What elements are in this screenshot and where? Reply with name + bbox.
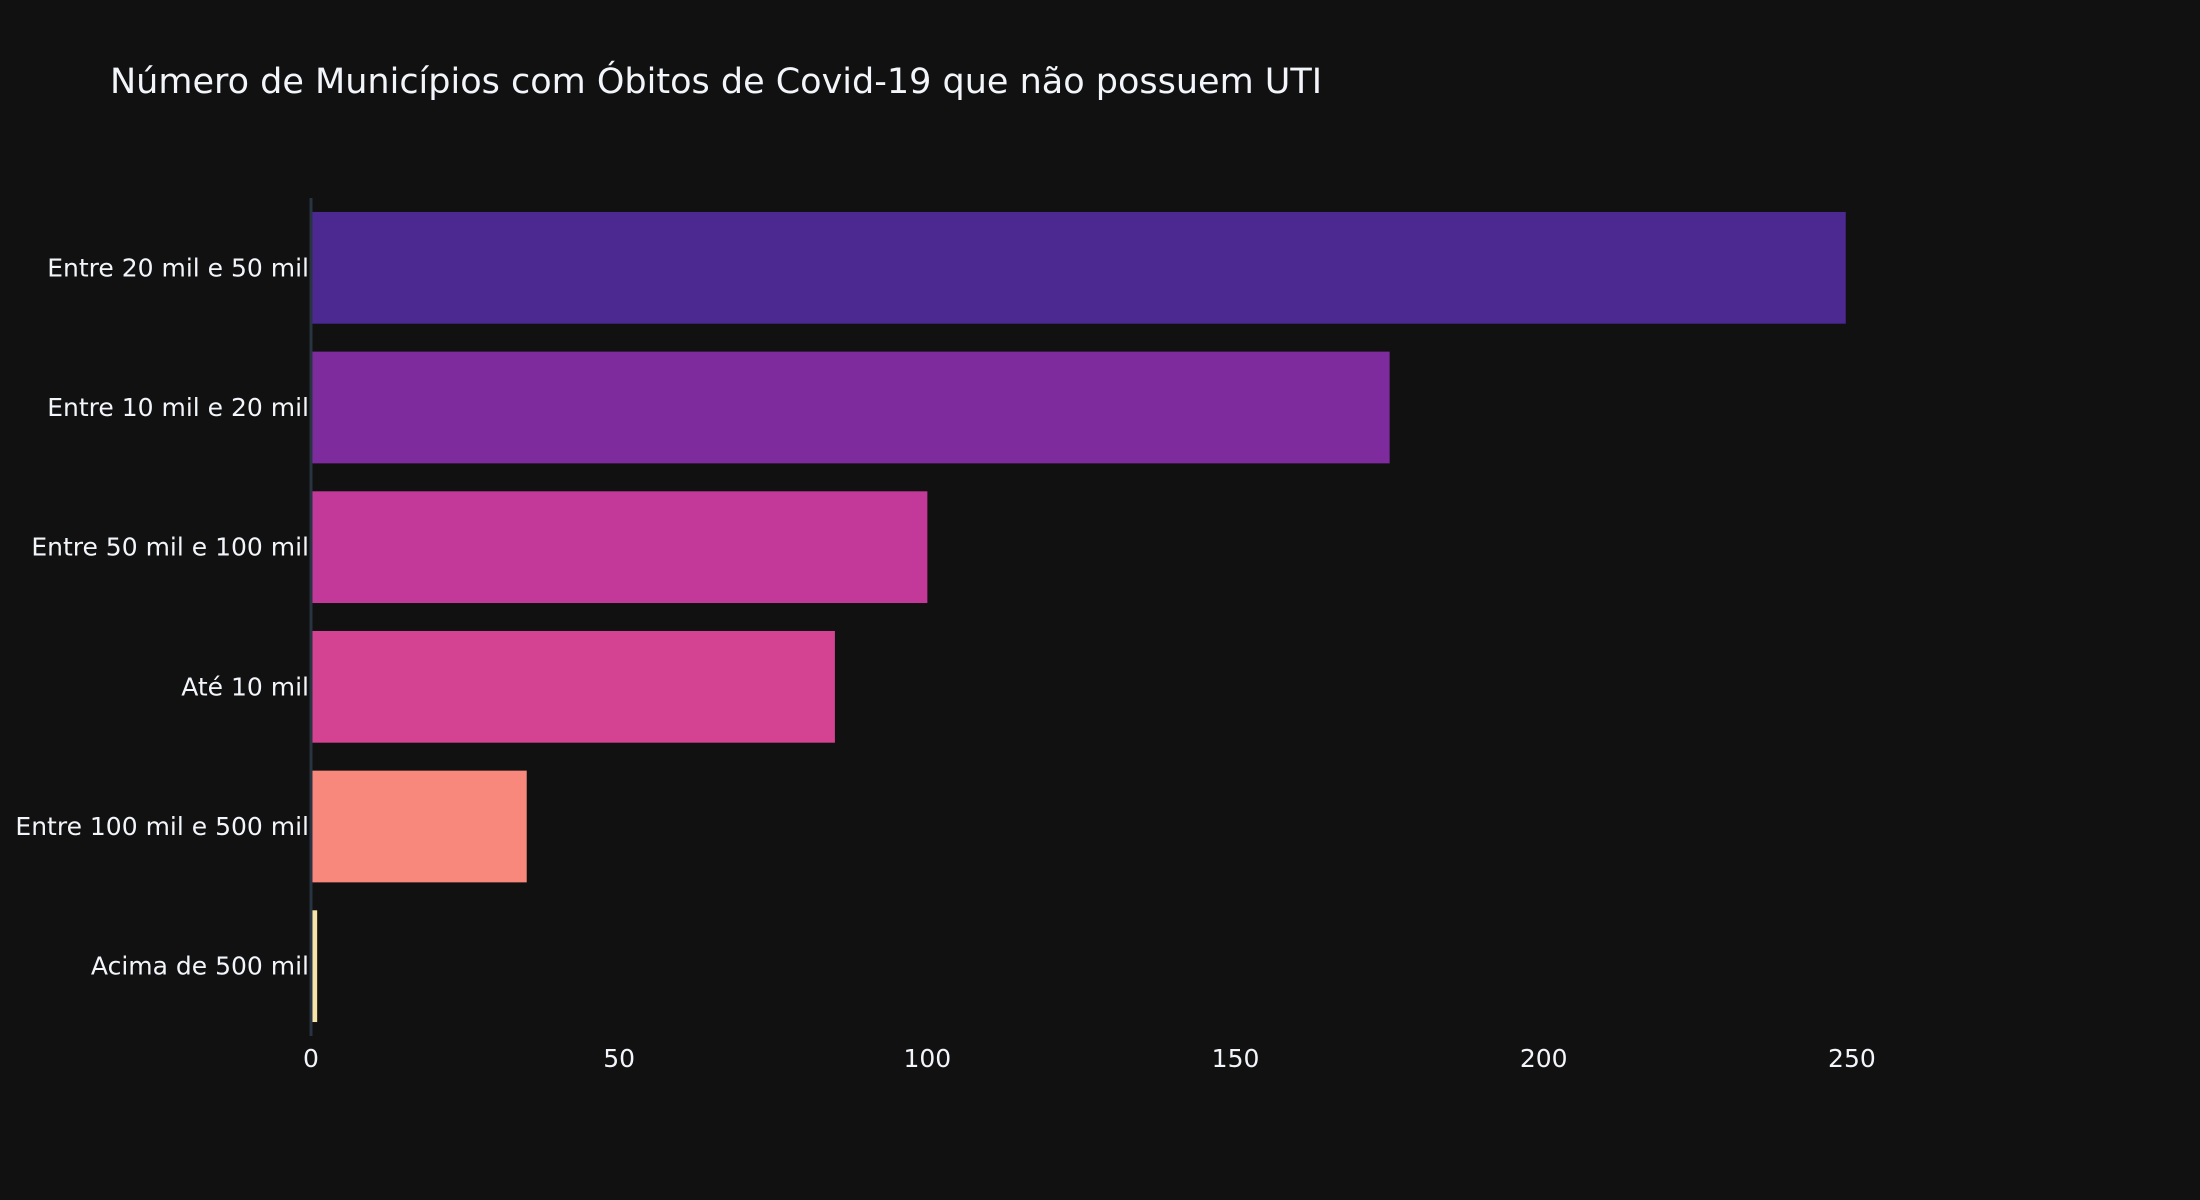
x-tick-label-5: 200 — [1520, 1044, 1568, 1073]
bar-5 — [311, 770, 527, 883]
x-tick-label-6: 250 — [1828, 1044, 1876, 1073]
bar-6 — [311, 910, 318, 1023]
bar-1 — [311, 211, 1846, 324]
y-tick-label-6: Acima de 500 mil — [91, 952, 309, 981]
y-axis: Entre 20 mil e 50 mil Entre 10 mil e 20 m… — [15, 198, 313, 1036]
chart-title: Número de Municípios com Óbitos de Covid… — [110, 62, 1323, 102]
x-tick-label-2: 50 — [603, 1044, 635, 1073]
bar-4 — [311, 630, 835, 743]
y-tick-label-1: Entre 20 mil e 50 mil — [47, 253, 309, 282]
x-tick-label-1: 0 — [303, 1044, 319, 1073]
x-tick-label-3: 100 — [904, 1044, 952, 1073]
bar-3 — [311, 491, 928, 604]
bar-2 — [311, 351, 1390, 464]
y-tick-label-2: Entre 10 mil e 20 mil — [47, 393, 309, 422]
y-tick-label-3: Entre 50 mil e 100 mil — [31, 533, 309, 562]
y-tick-label-5: Entre 100 mil e 500 mil — [15, 812, 309, 841]
y-tick-label-4: Até 10 mil — [181, 672, 309, 701]
x-tick-label-4: 150 — [1212, 1044, 1260, 1073]
bars-layer — [311, 211, 1846, 1023]
x-axis: 0 50 100 150 200 250 — [303, 1044, 1876, 1073]
